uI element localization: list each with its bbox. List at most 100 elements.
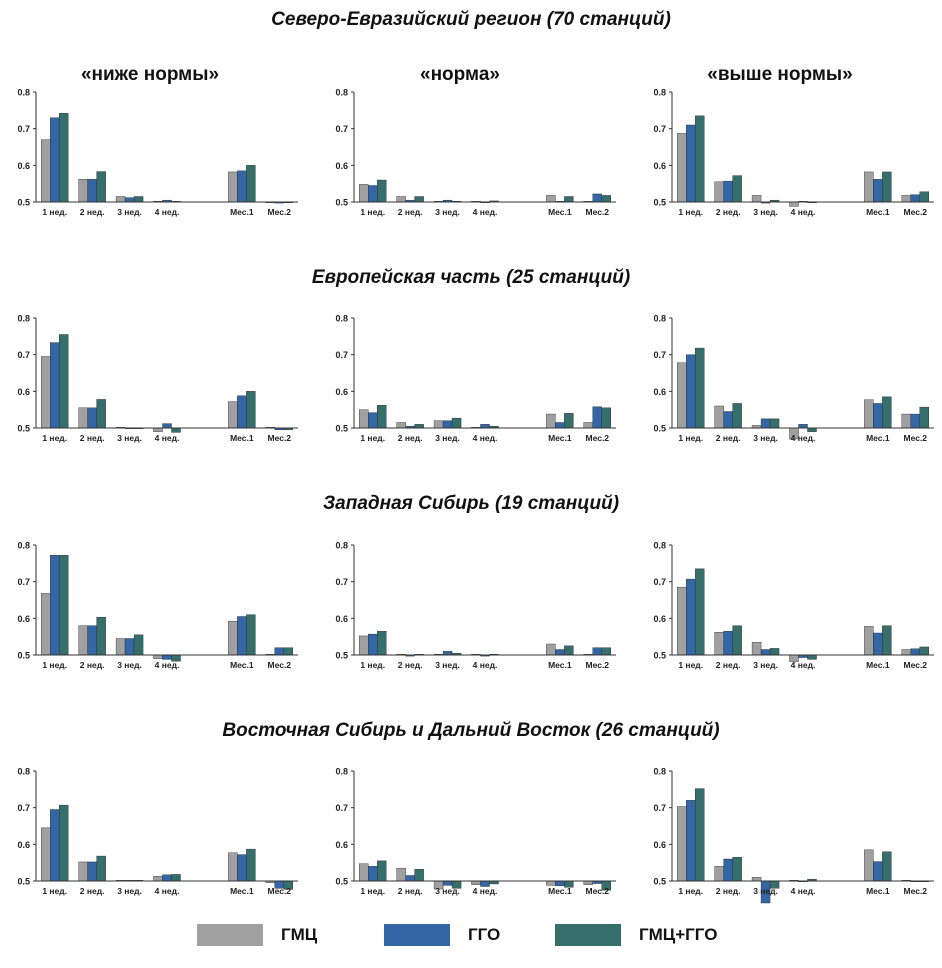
bar-ggo [442, 880, 453, 886]
bar-gmc-ggo [601, 195, 611, 203]
x-tick-label: Мес.1 [548, 433, 572, 443]
bar-gmc [228, 852, 238, 882]
column-header-below-normal: «ниже нормы» [80, 64, 220, 85]
x-tick-label: Мес.1 [230, 433, 254, 443]
bar-gmc [41, 593, 51, 656]
bar-gmc [396, 867, 406, 882]
bar-gmc-ggo [246, 848, 256, 882]
bar-gmc [714, 632, 724, 656]
bar-gmc-ggo [769, 648, 780, 656]
legend-swatch-gmc [197, 924, 263, 946]
y-tick-label: 0.8 [335, 88, 348, 98]
y-tick-label: 0.5 [653, 198, 666, 208]
legend-label-ggo: ГГО [468, 925, 501, 944]
bar-gmc [546, 195, 556, 203]
bar-gmc-ggo [732, 856, 742, 882]
x-tick-label: 1 нед. [42, 433, 67, 443]
x-tick-label: 3 нед. [117, 660, 142, 670]
bar-gmc [41, 356, 51, 429]
bar-ggo [555, 649, 565, 656]
bar-ggo [368, 185, 378, 203]
y-tick-label: 0.8 [335, 767, 348, 777]
x-tick-label: Мес.2 [268, 660, 292, 670]
y-tick-label: 0.6 [653, 161, 666, 171]
bar-gmc [864, 399, 874, 429]
bar-ggo [723, 858, 733, 882]
y-tick-label: 0.7 [653, 803, 666, 813]
y-tick-label: 0.7 [17, 350, 30, 360]
bar-gmc [359, 409, 369, 429]
bar-gmc-ggo [769, 418, 780, 429]
bar-ggo [592, 406, 602, 429]
x-tick-label: Мес.2 [268, 207, 292, 217]
bar-gmc-ggo [919, 406, 929, 429]
x-tick-label: Мес.2 [904, 660, 928, 670]
bar-ggo [162, 874, 172, 882]
bar-gmc [359, 184, 369, 203]
x-tick-label: 4 нед. [473, 660, 498, 670]
bar-gmc-ggo [882, 396, 892, 429]
y-tick-label: 0.5 [17, 651, 30, 661]
bar-gmc-ggo [695, 568, 705, 656]
y-tick-label: 0.7 [335, 124, 348, 134]
bar-gmc-ggo [377, 860, 387, 882]
bar-gmc-ggo [564, 196, 574, 203]
x-tick-label: 2 нед. [398, 660, 423, 670]
bar-gmc-ggo [96, 399, 106, 429]
bar-ggo [124, 197, 135, 203]
x-tick-label: 3 нед. [117, 433, 142, 443]
bar-gmc-ggo [564, 413, 574, 429]
bar-gmc [153, 876, 163, 882]
y-tick-label: 0.6 [653, 387, 666, 397]
y-tick-label: 0.7 [335, 577, 348, 587]
bar-gmc [396, 422, 406, 429]
bar-ggo [442, 420, 453, 429]
bar-ggo [760, 418, 771, 429]
bar-gmc-ggo [96, 855, 106, 882]
x-tick-label: 2 нед. [398, 433, 423, 443]
bar-gmc-ggo [451, 417, 462, 429]
bar-gmc [677, 806, 687, 882]
y-tick-label: 0.5 [335, 877, 348, 887]
bar-ggo [686, 800, 696, 882]
column-header-normal: «норма» [420, 64, 500, 85]
bar-gmc-ggo [601, 407, 611, 429]
x-tick-label: 2 нед. [80, 886, 105, 896]
x-tick-label: 1 нед. [360, 207, 385, 217]
x-tick-label: Мес.1 [866, 886, 890, 896]
y-tick-label: 0.6 [335, 387, 348, 397]
y-tick-label: 0.5 [17, 424, 30, 434]
bar-gmc [78, 625, 88, 656]
x-tick-label: 3 нед. [753, 660, 778, 670]
bar-gmc-ggo [695, 115, 705, 203]
bar-gmc-ggo [919, 191, 929, 203]
y-tick-label: 0.6 [335, 840, 348, 850]
x-tick-label: 2 нед. [716, 886, 741, 896]
bar-ggo [162, 423, 172, 429]
x-tick-label: Мес.1 [866, 433, 890, 443]
legend-swatch-gmc-ggo [555, 924, 621, 946]
x-tick-label: 2 нед. [80, 433, 105, 443]
x-tick-label: Мес.1 [230, 886, 254, 896]
y-tick-label: 0.6 [335, 614, 348, 624]
x-tick-label: 4 нед. [791, 433, 816, 443]
y-tick-label: 0.7 [653, 577, 666, 587]
bar-gmc-ggo [919, 646, 929, 656]
y-tick-label: 0.8 [653, 541, 666, 551]
bar-gmc-ggo [283, 647, 293, 656]
bar-gmc [228, 171, 238, 203]
x-tick-label: 1 нед. [678, 886, 703, 896]
y-tick-label: 0.7 [17, 577, 30, 587]
bar-gmc [228, 621, 238, 656]
region-title-north-eurasia: Северо-Евразийский регион (70 станций) [271, 9, 671, 30]
x-tick-label: 2 нед. [716, 207, 741, 217]
x-tick-label: 4 нед. [155, 207, 180, 217]
bar-gmc-ggo [882, 171, 892, 203]
y-tick-label: 0.6 [17, 614, 30, 624]
chart-west-siberia-normal: 0.8 0.7 0.6 0.5 1 нед. 2 нед. 3 нед. 4 нед. Мес.… [335, 541, 616, 670]
y-tick-label: 0.8 [17, 541, 30, 551]
bar-gmc-ggo [377, 179, 387, 203]
x-tick-label: Мес.1 [866, 660, 890, 670]
bar-gmc [677, 133, 687, 203]
bar-gmc-ggo [695, 788, 705, 882]
